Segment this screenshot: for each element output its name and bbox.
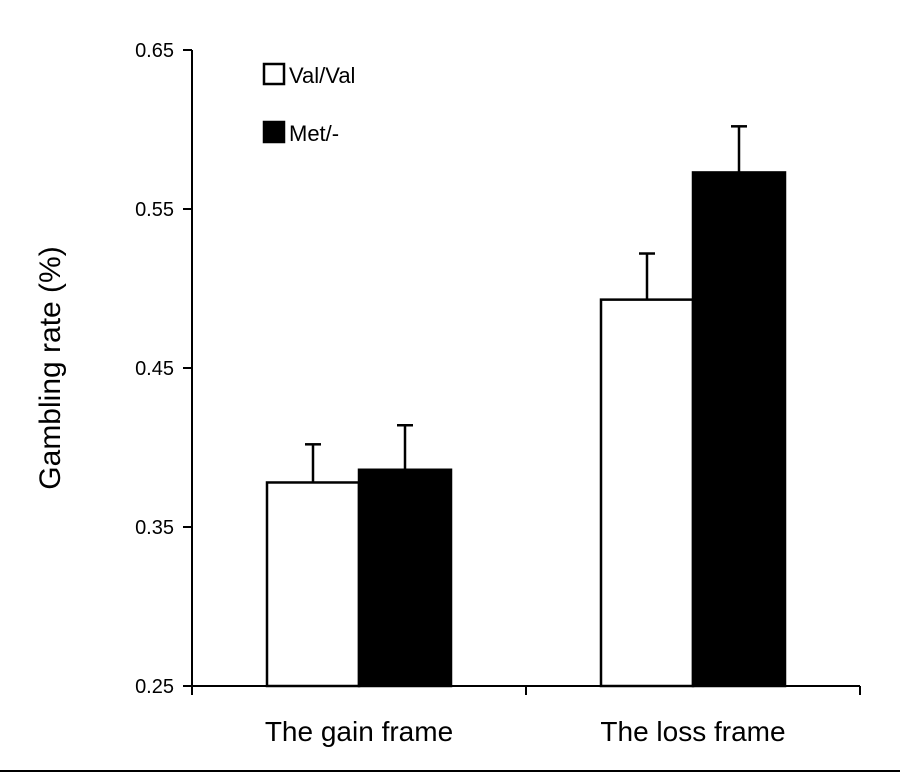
y-axis: 0.25 0.35 0.45 0.55 0.65 bbox=[135, 40, 193, 698]
x-axis: The gain frame The loss frame bbox=[191, 685, 861, 747]
bar-val-val-1 bbox=[265, 481, 361, 688]
y-tick-label: 0.25 bbox=[135, 676, 174, 698]
y-tick-label: 0.35 bbox=[135, 517, 174, 539]
y-tick-label: 0.45 bbox=[135, 358, 174, 380]
legend-swatch bbox=[262, 62, 286, 86]
legend-label: Val/Val bbox=[289, 63, 355, 88]
x-category-label: The loss frame bbox=[600, 716, 785, 747]
y-tick-label: 0.65 bbox=[135, 40, 174, 62]
legend: Val/Val Met/- bbox=[262, 62, 355, 146]
bar-val-val-2 bbox=[599, 298, 695, 688]
x-category-label: The gain frame bbox=[265, 716, 453, 747]
y-axis-title: Gambling rate (%) bbox=[34, 246, 67, 489]
bottom-rule bbox=[0, 770, 900, 772]
bar-met--2 bbox=[691, 171, 787, 688]
y-tick-label: 0.55 bbox=[135, 199, 174, 221]
bar-met--1 bbox=[357, 468, 453, 688]
bars bbox=[265, 125, 787, 688]
legend-label: Met/- bbox=[289, 121, 339, 146]
legend-swatch bbox=[262, 120, 286, 144]
